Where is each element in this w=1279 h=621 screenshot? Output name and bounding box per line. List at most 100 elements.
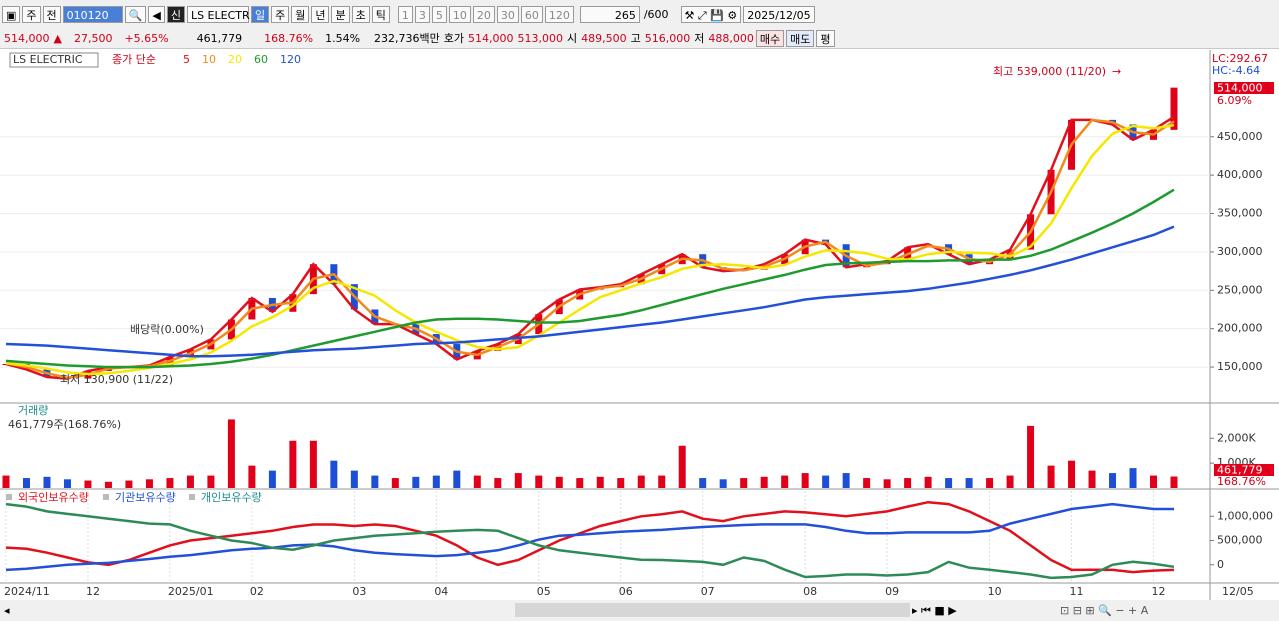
volume-bar [1006, 475, 1014, 488]
volume-bar [43, 476, 51, 488]
volume-bar [227, 419, 235, 488]
x-tick-label: 08 [803, 585, 817, 598]
y-tick-label: 350,000 [1217, 207, 1263, 220]
market[interactable]: 주 [22, 5, 41, 23]
toolbar-button[interactable]: 30 [496, 5, 519, 23]
volume-bar [1150, 475, 1158, 488]
last-change: 6.09% [1217, 94, 1252, 107]
toolbar-button[interactable]: 분 [331, 5, 350, 23]
legend-entry: 10 [202, 53, 216, 66]
y-tick-label: 0 [1217, 558, 1224, 571]
x-tick-label: 04 [434, 585, 448, 598]
volume-bar [678, 445, 686, 488]
stock-label: LS ELECTRIC [13, 53, 83, 66]
high-label: 최고 539,000 (11/20) [993, 65, 1106, 78]
volume-bar [637, 475, 645, 488]
volume-bar [330, 460, 338, 488]
amount: 232,736백만 [374, 32, 440, 45]
menu-icon[interactable]: ▣ [2, 5, 21, 23]
volume-bar [371, 475, 379, 488]
low: 488,000 [708, 31, 754, 45]
toolbar-button[interactable]: 1 [397, 5, 413, 23]
date[interactable]: 2025/12/05 [743, 5, 815, 23]
x-tick-label: 07 [701, 585, 715, 598]
bid: 513,000 [517, 31, 564, 45]
volume-bar [473, 475, 481, 488]
panel-title: 거래량 [18, 404, 48, 417]
toolbar-button[interactable]: 3 [414, 5, 430, 23]
toolbar-button[interactable]: 20 [472, 5, 495, 23]
scroll-left[interactable]: ◂ [4, 604, 10, 617]
change-pct: +5.65% [124, 31, 169, 45]
legend-entry: 개인보유수량 [201, 491, 262, 504]
arrow: → [1112, 65, 1121, 78]
tools[interactable]: ⚒ ⤢ 💾 ⚙ [680, 5, 742, 23]
volume-bar [801, 473, 809, 488]
volume-bar [84, 480, 92, 488]
toolbar-button[interactable]: 월 [291, 5, 310, 23]
sell-button[interactable]: 매도 [786, 29, 815, 47]
avg-button[interactable]: 평 [816, 29, 835, 47]
toolbar-button[interactable]: 10 [448, 5, 471, 23]
ma-line [5, 225, 1175, 358]
panel-subtitle: 461,779주(168.76%) [8, 418, 121, 431]
candle [1170, 87, 1178, 130]
hc-label: HC:-4.64 [1212, 64, 1260, 77]
volume-bar [391, 478, 399, 488]
volume-bar [350, 470, 358, 488]
lc-label: LC:292.67 [1212, 52, 1268, 65]
holding-line [5, 502, 1174, 572]
last-volume-ratio: 168.76% [1217, 475, 1266, 488]
volume-bar [986, 478, 994, 488]
ma-line [5, 188, 1175, 369]
low-label: 최저 130,900 (11/22) [60, 373, 173, 386]
volume-bar [2, 475, 10, 488]
volume: 461,779 [196, 31, 243, 45]
volume-bar [514, 473, 522, 488]
search[interactable]: 🔍 [124, 5, 147, 23]
toolbar-button[interactable]: 주 [271, 5, 290, 23]
volume-bar [945, 478, 953, 488]
volume-bar [268, 470, 276, 488]
volume-bar [699, 478, 707, 488]
buy-button[interactable]: 매수 [755, 29, 785, 47]
toolbar-button[interactable]: 5 [431, 5, 447, 23]
ask-label: 호가 [443, 32, 465, 45]
volume-bar [760, 476, 768, 488]
volume-bar [22, 478, 30, 488]
new-badge[interactable]: 신 [166, 5, 185, 23]
toolbar-button[interactable]: 60 [520, 5, 543, 23]
sound[interactable]: ◀ [148, 5, 165, 23]
code-input[interactable]: 010120 [62, 5, 123, 23]
view-controls[interactable]: ⊡ ⊟ ⊞ 🔍 − + A [1060, 603, 1149, 617]
scroll-controls[interactable]: ▸ ⏮ ■ ▶ [912, 604, 957, 617]
x-tick-label: 02 [250, 585, 264, 598]
y-tick-label: 2,000K [1217, 431, 1256, 444]
holding-line [5, 502, 1175, 580]
count[interactable]: 265 [579, 5, 640, 23]
change: 27,500 [73, 31, 113, 45]
y-tick-label: 200,000 [1217, 322, 1263, 335]
compare[interactable]: 전 [42, 5, 61, 23]
volume-bar [494, 478, 502, 488]
name-box [9, 52, 99, 68]
price-box [1214, 82, 1274, 94]
toolbar-button[interactable]: 년 [311, 5, 330, 23]
volume-bar [576, 478, 584, 488]
x-tick-label: 09 [885, 585, 899, 598]
volume-bar [1068, 460, 1076, 488]
legend-entry: 외국인보유수량 [18, 491, 89, 504]
toolbar-button[interactable]: 일 [250, 5, 270, 23]
volume-bar [535, 475, 543, 488]
toolbar-button[interactable]: 틱 [371, 5, 390, 23]
price: 514,000 [4, 31, 50, 45]
toolbar-button[interactable]: 120 [544, 5, 574, 23]
scroll-thumb[interactable] [515, 603, 910, 617]
y-tick-label: 1,000,000 [1217, 509, 1273, 522]
high: 516,000 [644, 31, 691, 45]
volume-bar [186, 475, 194, 488]
volume-bar [289, 440, 297, 488]
toolbar-button[interactable]: 초 [351, 5, 370, 23]
